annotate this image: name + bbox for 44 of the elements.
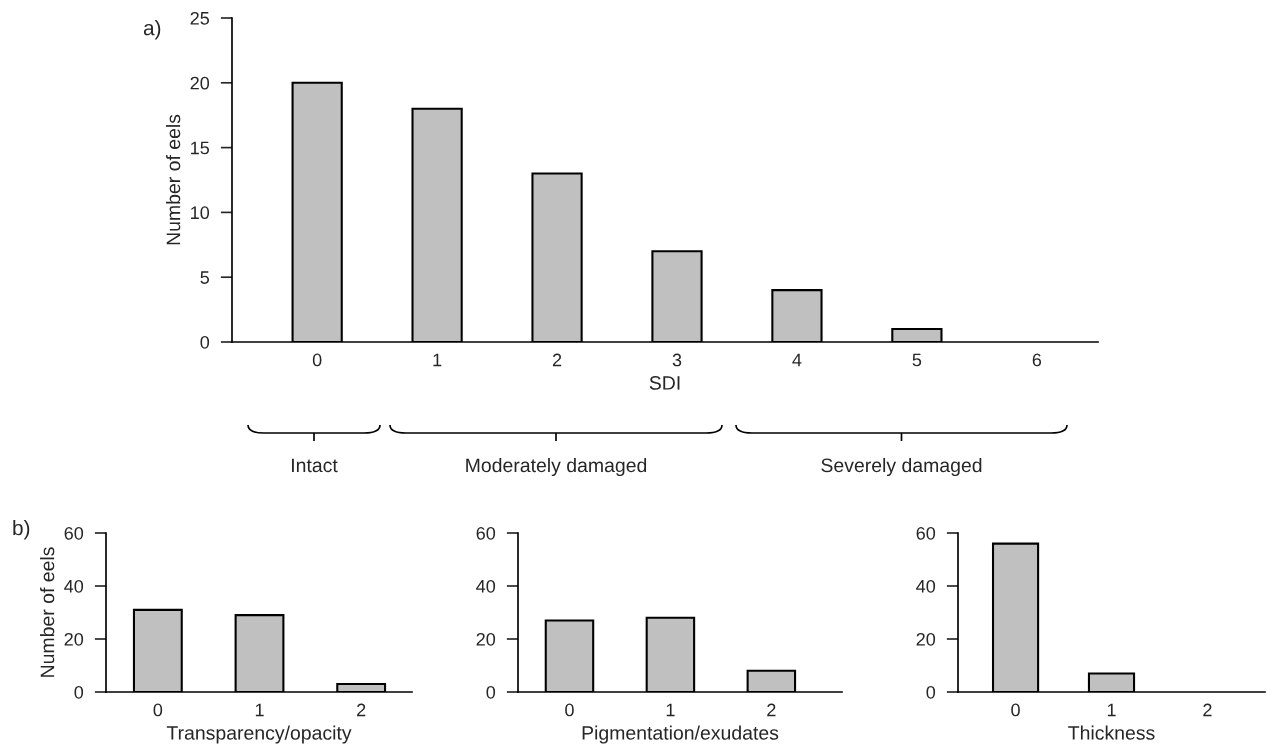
x-axis-title: SDI (649, 376, 680, 390)
x-tick-label: 2 (767, 703, 776, 717)
text: Moderately damaged (466, 457, 647, 477)
y-tick-label: 0 (486, 685, 496, 699)
x-tick-label: 3 (672, 353, 682, 367)
y-tick-label: 60 (476, 526, 496, 540)
x-tick-label: 0 (312, 353, 322, 367)
y-tick-label: 60 (64, 526, 84, 540)
y-tick-label: 0 (74, 685, 84, 699)
y-tick-label: 10 (191, 206, 210, 220)
x-tick-label: 2 (552, 353, 562, 367)
x-axis-title: Pigmentation/exudates (582, 725, 779, 744)
y-tick-label: 20 (190, 76, 210, 90)
x-tick-label: 0 (1011, 703, 1020, 717)
x-tick-label: 2 (1203, 703, 1212, 717)
y-axis-title: Number of eels (40, 547, 55, 677)
y-tick-label: 5 (200, 271, 210, 284)
y-tick-label: 25 (190, 11, 210, 25)
text: Intact (292, 458, 338, 473)
y-tick-label: 0 (200, 335, 210, 349)
x-tick-label: 1 (255, 703, 264, 717)
y-tick-label: 40 (64, 579, 84, 593)
x-axis-title: Transparency/opacity (166, 725, 352, 744)
y-tick-label: 40 (916, 579, 936, 593)
y-tick-label: 60 (916, 526, 936, 540)
y-tick-label: 20 (476, 632, 496, 646)
x-tick-label: 1 (666, 703, 675, 717)
y-tick-label: 20 (916, 632, 936, 646)
x-tick-label: 1 (433, 353, 442, 367)
y-tick-label: 15 (191, 141, 210, 155)
x-tick-label: 0 (565, 703, 574, 717)
x-tick-label: 1 (1107, 703, 1116, 717)
x-tick-label: 2 (357, 703, 366, 717)
y-axis-title: Number of eels (166, 114, 181, 245)
y-tick-label: 20 (64, 632, 84, 646)
y-tick-label: 0 (926, 685, 936, 699)
x-axis-title: Thickness (1068, 725, 1155, 740)
x-tick-label: 6 (1032, 353, 1042, 367)
chart-title: b) (13, 520, 30, 540)
chart-title: a) (143, 20, 161, 40)
x-tick-label: 0 (153, 703, 163, 717)
text: Severely damaged (821, 457, 982, 477)
y-tick-label: 40 (476, 579, 496, 593)
x-tick-label: 4 (792, 353, 802, 367)
